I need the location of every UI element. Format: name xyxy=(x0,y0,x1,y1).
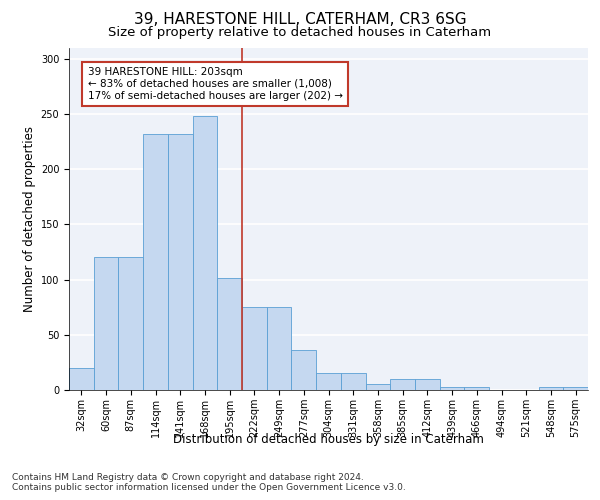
Text: Distribution of detached houses by size in Caterham: Distribution of detached houses by size … xyxy=(173,432,484,446)
Bar xyxy=(316,374,341,390)
Bar xyxy=(168,134,193,390)
Bar xyxy=(563,386,588,390)
Bar xyxy=(390,379,415,390)
Bar xyxy=(94,258,118,390)
Bar xyxy=(440,386,464,390)
Bar xyxy=(365,384,390,390)
Bar xyxy=(242,307,267,390)
Text: 39, HARESTONE HILL, CATERHAM, CR3 6SG: 39, HARESTONE HILL, CATERHAM, CR3 6SG xyxy=(134,12,466,28)
Y-axis label: Number of detached properties: Number of detached properties xyxy=(23,126,37,312)
Bar xyxy=(292,350,316,390)
Bar xyxy=(415,379,440,390)
Text: 39 HARESTONE HILL: 203sqm
← 83% of detached houses are smaller (1,008)
17% of se: 39 HARESTONE HILL: 203sqm ← 83% of detac… xyxy=(88,68,343,100)
Bar xyxy=(539,386,563,390)
Bar xyxy=(143,134,168,390)
Text: Size of property relative to detached houses in Caterham: Size of property relative to detached ho… xyxy=(109,26,491,39)
Text: Contains HM Land Registry data © Crown copyright and database right 2024.
Contai: Contains HM Land Registry data © Crown c… xyxy=(12,472,406,492)
Bar xyxy=(464,386,489,390)
Bar xyxy=(217,278,242,390)
Bar xyxy=(267,307,292,390)
Bar xyxy=(341,374,365,390)
Bar xyxy=(193,116,217,390)
Bar xyxy=(69,368,94,390)
Bar xyxy=(118,258,143,390)
